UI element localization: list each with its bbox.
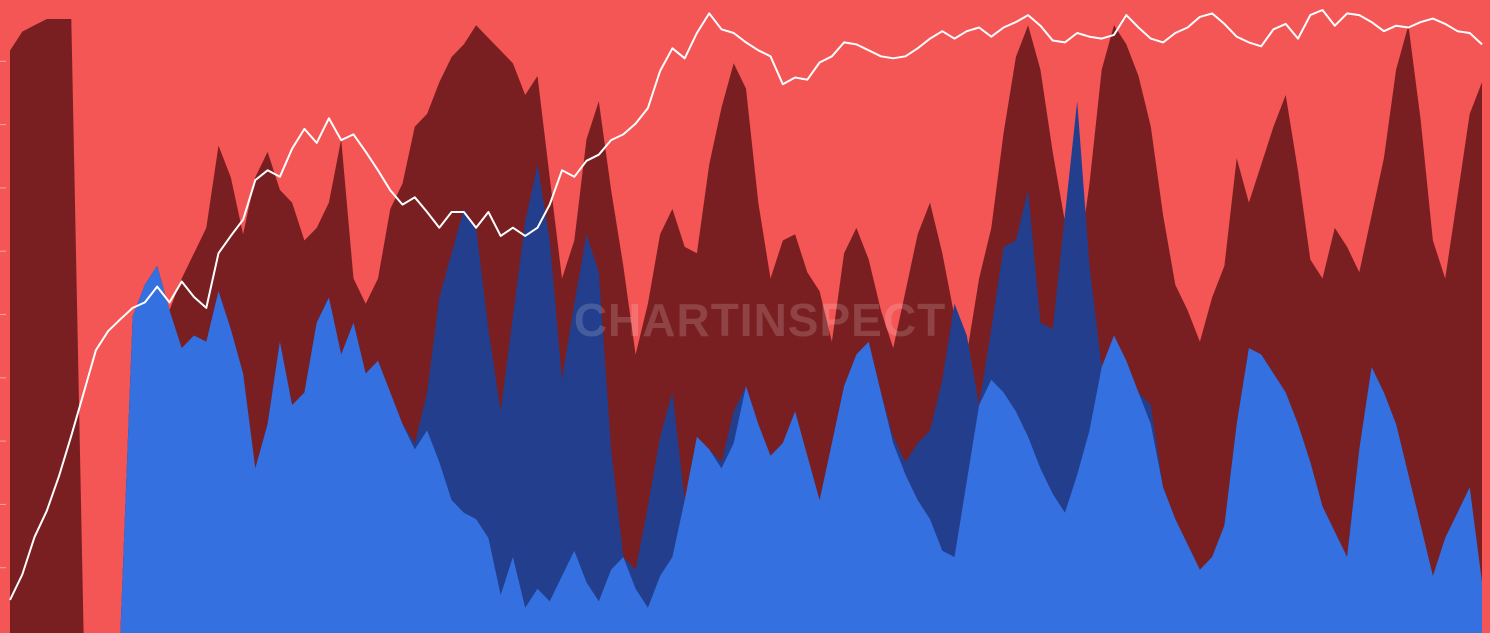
area-series-group: [10, 19, 1482, 633]
left-axis-ticks: [0, 60, 6, 569]
watermark-text: CHARTINSPECT: [574, 294, 946, 346]
price-line-group: [9, 9, 1483, 601]
area-series-0: [10, 265, 1482, 633]
price-line: [9, 9, 1483, 601]
